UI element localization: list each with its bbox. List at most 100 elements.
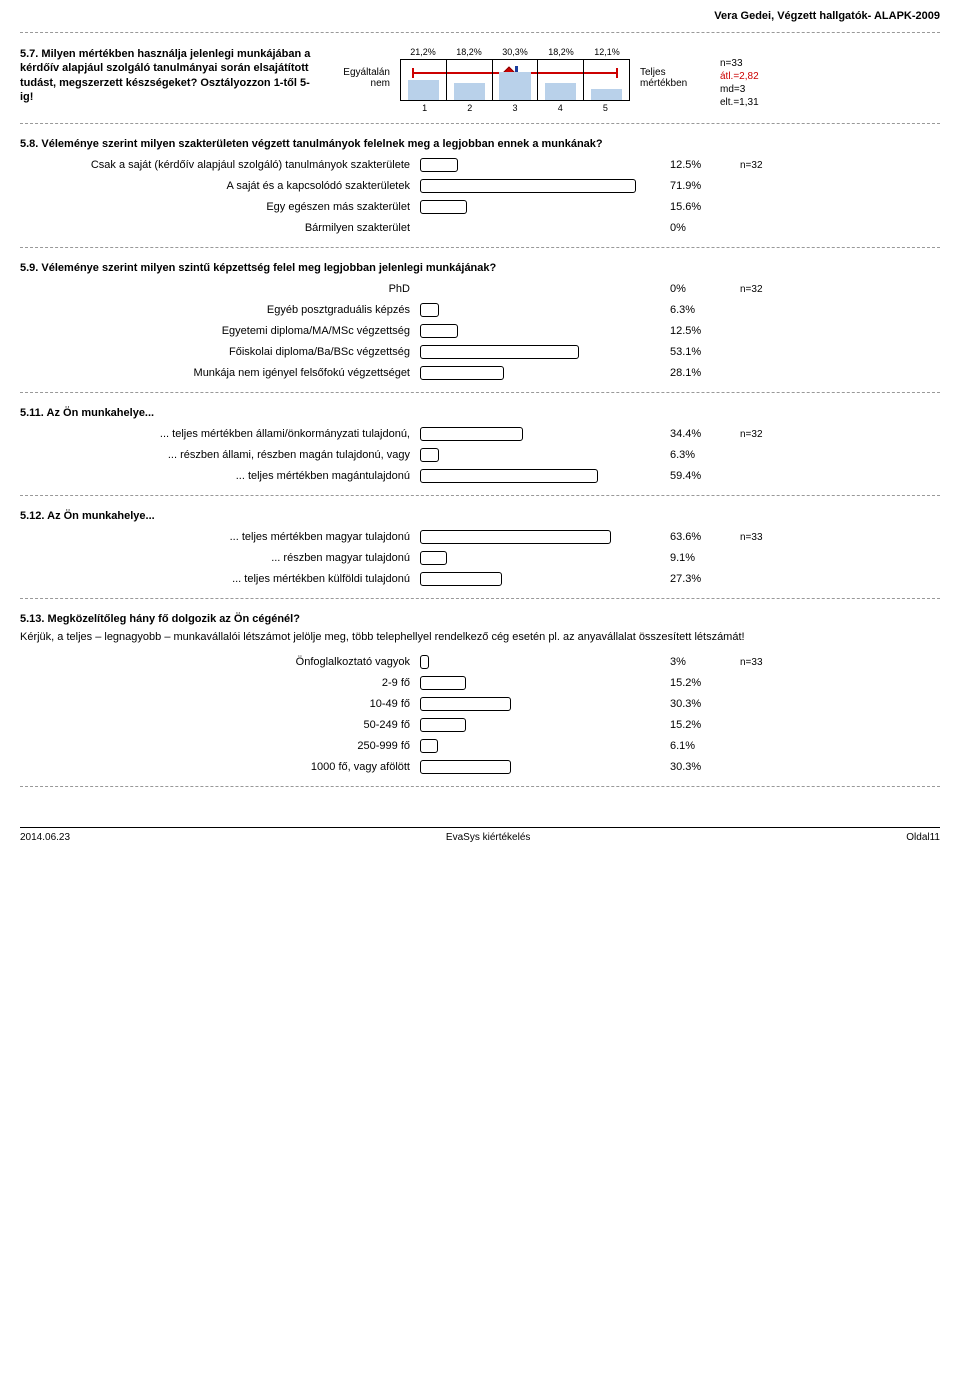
stat-dev: elt.=1,31 [720, 96, 800, 109]
likert-bar [408, 80, 439, 100]
hbar-row: Csak a saját (kérdőív alapjául szolgáló)… [20, 156, 940, 174]
likert-bar [591, 89, 622, 100]
hbar-value: 53.1% [660, 346, 740, 358]
tick-label: 5 [583, 103, 628, 113]
hbar-label: Önfoglalkoztató vagyok [20, 656, 420, 668]
hbar-track [420, 718, 660, 732]
hbar-value: 0% [660, 222, 740, 234]
likert-cell [584, 60, 629, 100]
stat-md: md=3 [720, 83, 800, 96]
hbar-fill [420, 469, 598, 483]
hbar-fill [420, 739, 438, 753]
hbar-track [420, 739, 660, 753]
hbar-fill [420, 530, 611, 544]
hbar-row: Bármilyen szakterület 0% [20, 219, 940, 237]
hbar-value: 30.3% [660, 698, 740, 710]
hbar-label: Bármilyen szakterület [20, 222, 420, 234]
divider [20, 123, 940, 124]
hbar-track [420, 572, 660, 586]
hbar-track [420, 530, 660, 544]
likert-cell [401, 60, 447, 100]
hbar-row: 1000 fő, vagy afölött30.3% [20, 758, 940, 776]
hbar-label: Egy egészen más szakterület [20, 201, 420, 213]
stats-block: n=33 átl.=2,82 md=3 elt.=1,31 [720, 47, 800, 109]
tick-label: 3 [492, 103, 537, 113]
hbar-n: n=32 [740, 429, 800, 440]
hbar-value: 28.1% [660, 367, 740, 379]
tick-label: 1 [402, 103, 447, 113]
likert-chart: 21,2%18,2%30,3%18,2%12,1% 12345 [400, 47, 630, 113]
hbar-fill [420, 655, 429, 669]
hbar-track [420, 200, 660, 214]
hbar-label: 50-249 fő [20, 719, 420, 731]
footer-page: Oldal11 [906, 832, 940, 843]
hbar-label: Főiskolai diploma/Ba/BSc végzettség [20, 346, 420, 358]
divider [20, 786, 940, 787]
question-5-7: 5.7. Milyen mértékben használja jelenleg… [20, 47, 940, 113]
likert-bar [499, 72, 530, 100]
tick-label: 4 [538, 103, 583, 113]
hbar-label: ... részben magyar tulajdonú [20, 552, 420, 564]
hbar-track [420, 427, 660, 441]
hbar-label: PhD [20, 283, 420, 295]
hbar-track [420, 303, 660, 317]
hbar-row: ... teljes mértékben állami/önkormányzat… [20, 425, 940, 443]
hbar-value: 71.9% [660, 180, 740, 192]
hbar-n: n=32 [740, 284, 800, 295]
stat-n: n=33 [720, 57, 800, 70]
hbar-fill [420, 427, 523, 441]
hbar-label: 10-49 fő [20, 698, 420, 710]
hbar-row: ... teljes mértékben magántulajdonú59.4% [20, 467, 940, 485]
hbar-track [420, 676, 660, 690]
tick-label: 2 [447, 103, 492, 113]
hbar-fill [420, 676, 466, 690]
pct-label: 18,2% [446, 47, 492, 57]
hbar-track [420, 221, 660, 235]
pct-label: 30,3% [492, 47, 538, 57]
hbar-row: ... teljes mértékben külföldi tulajdonú2… [20, 570, 940, 588]
hbar-value: 6.3% [660, 304, 740, 316]
hbar-row: 2-9 fő15.2% [20, 674, 940, 692]
hbar-value: 0% [660, 283, 740, 295]
hbar-fill [420, 179, 636, 193]
likert-bar [454, 83, 485, 100]
question-5-8: 5.8. Véleménye szerint milyen szakterüle… [20, 138, 940, 237]
hbar-row: ... részben magyar tulajdonú 9.1% [20, 549, 940, 567]
hbar-fill [420, 572, 502, 586]
hbar-value: 9.1% [660, 552, 740, 564]
pct-label: 18,2% [538, 47, 584, 57]
hbar-track [420, 179, 660, 193]
question-5-12: 5.12. Az Ön munkahelye... ... teljes mér… [20, 510, 940, 588]
hbar-track [420, 158, 660, 172]
scale-right-label: Teljes mértékben [640, 47, 710, 89]
pct-label: 21,2% [400, 47, 446, 57]
hbar-row: 250-999 fő6.1% [20, 737, 940, 755]
question-5-13: 5.13. Megközelítőleg hány fő dolgozik az… [20, 613, 940, 776]
hbar-n: n=33 [740, 532, 800, 543]
hbar-fill [420, 760, 511, 774]
hbar-fill [420, 158, 458, 172]
likert-cell [447, 60, 493, 100]
hbar-fill [420, 345, 579, 359]
hbar-value: 6.3% [660, 449, 740, 461]
hbar-track [420, 655, 660, 669]
question-subtext: Kérjük, a teljes – legnagyobb – munkavál… [20, 631, 940, 643]
hbar-row: Egy egészen más szakterület15.6% [20, 198, 940, 216]
hbar-value: 15.2% [660, 719, 740, 731]
likert-cell [538, 60, 584, 100]
hbar-row: ... teljes mértékben magyar tulajdonú63.… [20, 528, 940, 546]
hbar-track [420, 366, 660, 380]
hbar-value: 12.5% [660, 325, 740, 337]
divider [20, 247, 940, 248]
hbar-fill [420, 718, 466, 732]
question-5-9: 5.9. Véleménye szerint milyen szintű kép… [20, 262, 940, 382]
likert-cell [493, 60, 539, 100]
hbar-row: PhD 0%n=32 [20, 280, 940, 298]
hbar-value: 27.3% [660, 573, 740, 585]
hbar-track [420, 345, 660, 359]
divider [20, 392, 940, 393]
hbar-row: ... részben állami, részben magán tulajd… [20, 446, 940, 464]
hbar-n: n=32 [740, 160, 800, 171]
divider [20, 32, 940, 33]
question-text: 5.7. Milyen mértékben használja jelenleg… [20, 47, 320, 104]
